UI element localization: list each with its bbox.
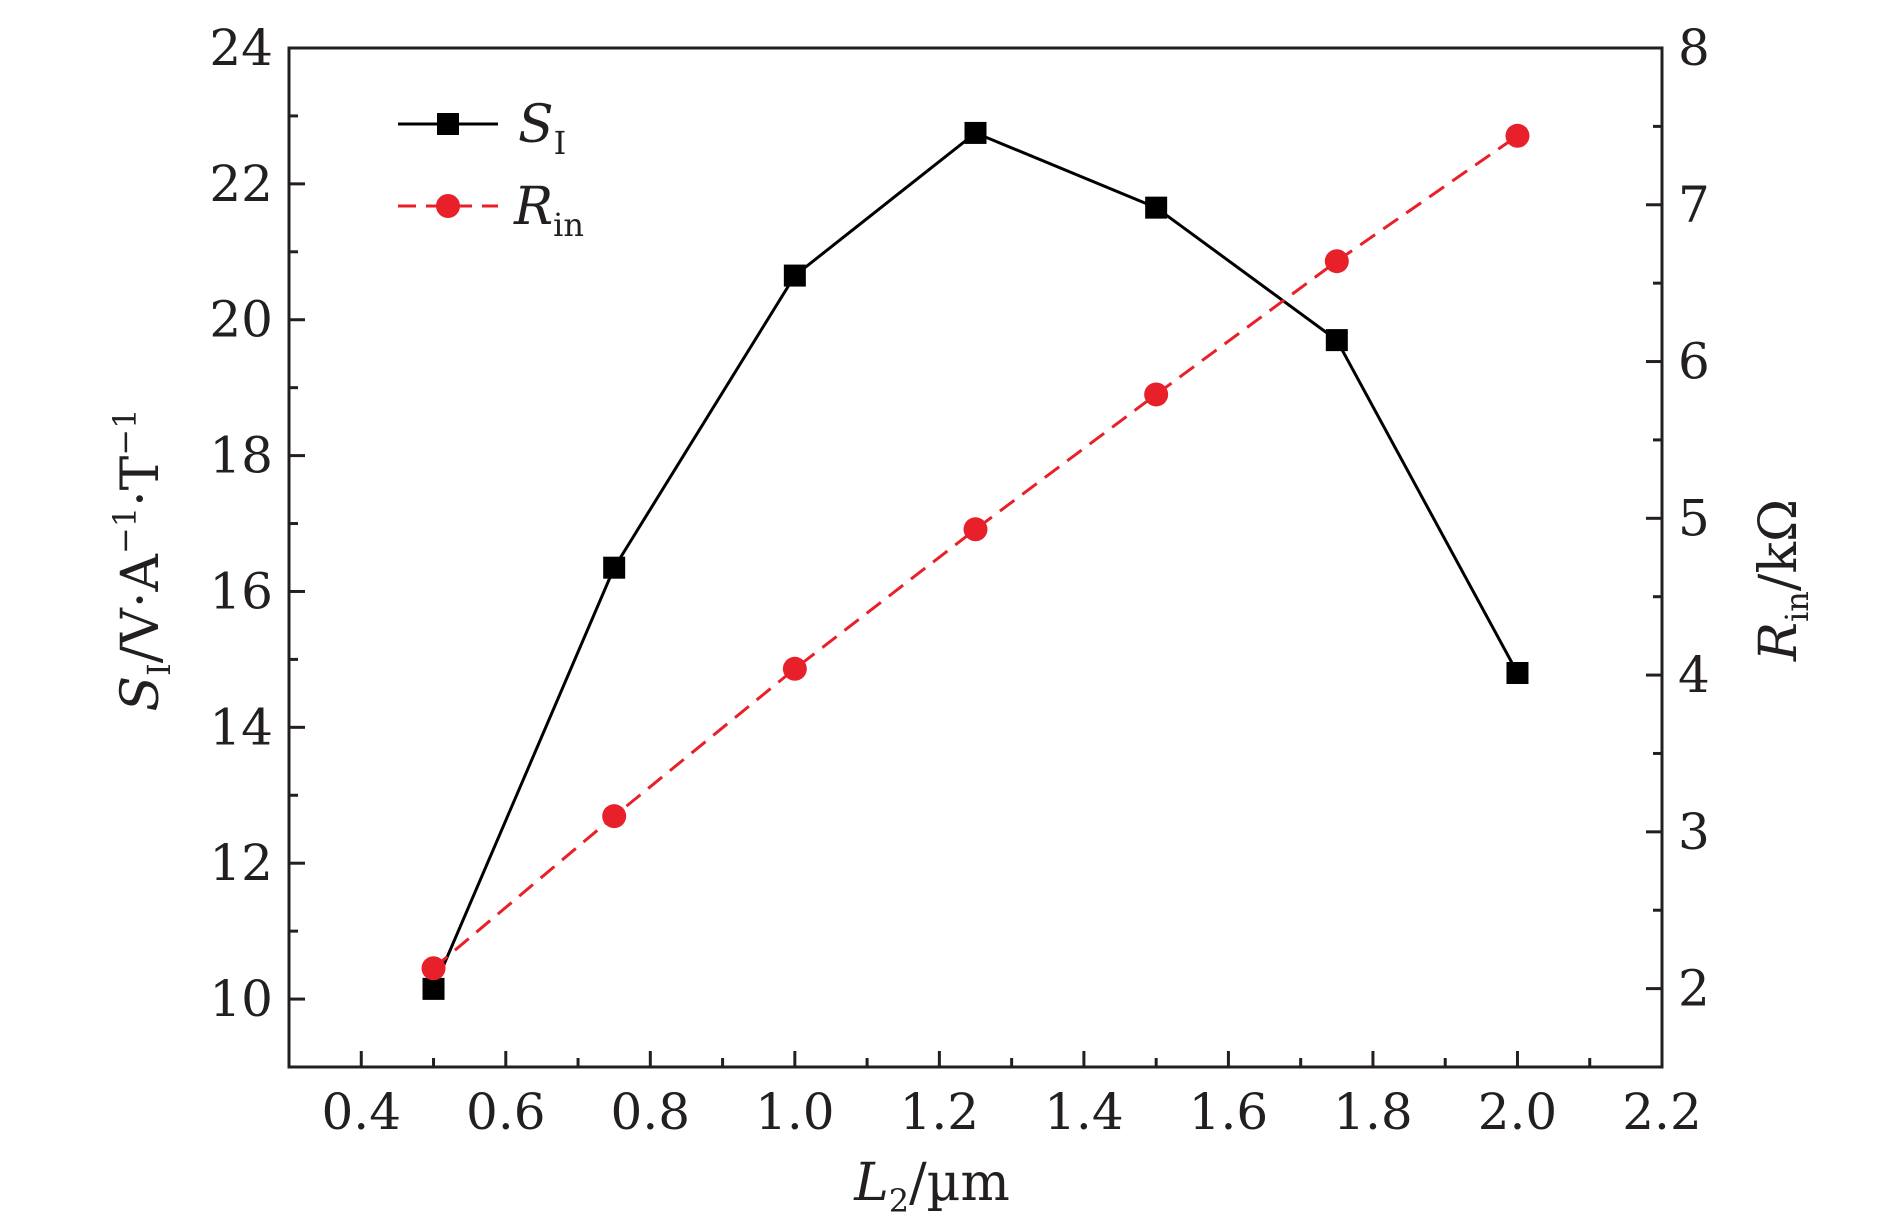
left-tick-label: 24 [209,19,273,77]
left-tick-label: 18 [209,427,273,485]
x-tick-label: 0.4 [321,1083,401,1141]
rin-data-point [1144,382,1169,407]
plot-frame [287,46,1664,1069]
legend-rin-label: Rin [513,177,584,244]
x-tick-label: 2.0 [1478,1083,1558,1141]
left-axis-ticks: 10 12 14 16 18 20 22 24 [209,19,305,1028]
si-data-point [1325,329,1348,352]
si-data-point [783,264,806,287]
legend: SI Rin [398,95,584,244]
left-tick-label: 10 [209,970,273,1028]
legend-rin-marker [436,194,460,218]
series-line-rin [432,134,1519,970]
x-axis-title: L2/µm [853,1153,1010,1220]
right-axis-title: Rin/kΩ [1749,499,1816,662]
legend-si-label: SI [518,95,566,162]
right-tick-label: 6 [1678,333,1710,391]
left-axis-title: SI/V·A−1·T−1 [106,409,178,712]
x-tick-label: 0.8 [611,1083,691,1141]
left-tick-label: 16 [209,562,273,620]
x-tick-label: 1.2 [900,1083,980,1141]
left-tick-label: 22 [209,155,273,213]
left-tick-label: 12 [209,834,273,892]
right-tick-label: 2 [1678,960,1710,1018]
si-data-point [603,556,626,579]
series-layer [421,121,1530,1000]
right-tick-label: 3 [1678,803,1710,861]
x-tick-label: 1.8 [1333,1083,1413,1141]
rin-data-point [1505,123,1530,148]
x-tick-label: 2.2 [1622,1083,1702,1141]
x-tick-label: 1.6 [1189,1083,1269,1141]
right-tick-label: 5 [1678,489,1710,547]
rin-data-point [602,804,627,829]
right-tick-label: 4 [1678,646,1710,704]
rin-data-point [421,956,446,981]
si-data-point [422,977,445,1000]
series-line-si [432,131,1519,990]
x-axis-ticks: 0.4 0.6 0.8 1.0 1.2 1.4 1.6 1.8 2.0 2.2 [321,1051,1702,1141]
x-tick-label: 1.4 [1044,1083,1124,1141]
left-tick-label: 20 [209,291,273,349]
right-tick-label: 8 [1678,19,1710,77]
x-tick-label: 0.6 [466,1083,546,1141]
rin-data-point [1324,249,1349,274]
rin-data-point [963,517,988,542]
rin-data-point [782,656,807,681]
right-tick-label: 7 [1678,176,1710,234]
si-data-point [1506,661,1529,684]
left-tick-label: 14 [209,698,273,756]
legend-si-marker [437,113,459,135]
right-axis-ticks: 2 3 4 5 6 7 8 [1646,19,1710,1018]
si-data-point [964,121,987,144]
si-data-point [1145,196,1168,219]
x-tick-label: 1.0 [755,1083,835,1141]
